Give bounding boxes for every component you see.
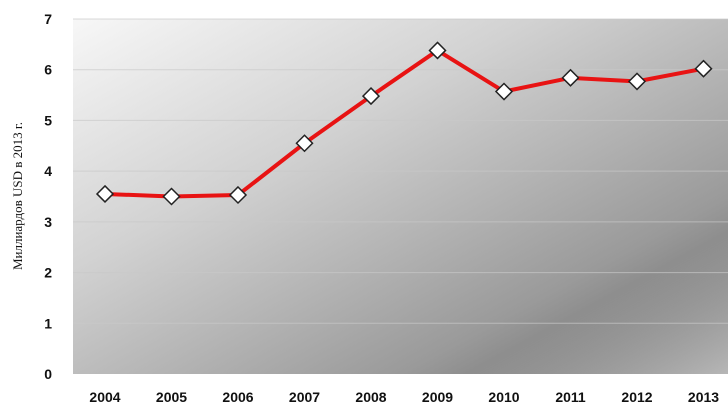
y-tick-label: 2 bbox=[44, 265, 52, 281]
data-point-2009 bbox=[428, 41, 447, 60]
series-line bbox=[103, 48, 706, 199]
x-tick-label: 2005 bbox=[156, 389, 187, 405]
y-tick-label: 0 bbox=[44, 366, 52, 382]
data-point-2013 bbox=[694, 59, 713, 78]
x-tick-label: 2010 bbox=[488, 389, 519, 405]
x-tick-label: 2007 bbox=[289, 389, 320, 405]
y-tick-label: 4 bbox=[44, 163, 52, 179]
series-group bbox=[95, 41, 713, 206]
data-point-2007 bbox=[295, 134, 314, 153]
x-tick-label: 2008 bbox=[355, 389, 386, 405]
data-point-2006 bbox=[228, 185, 248, 205]
x-tick-label: 2012 bbox=[621, 389, 652, 405]
data-point-2012 bbox=[627, 72, 647, 91]
data-point-2004 bbox=[95, 184, 115, 204]
y-tick-labels: 0 1 2 3 4 5 6 7 bbox=[44, 11, 52, 382]
data-point-2011 bbox=[561, 68, 580, 87]
x-tick-label: 2006 bbox=[222, 389, 253, 405]
x-tick-label: 2013 bbox=[688, 389, 719, 405]
y-tick-label: 7 bbox=[44, 11, 52, 27]
y-tick-label: 3 bbox=[44, 214, 52, 230]
y-tick-label: 5 bbox=[44, 112, 52, 128]
x-tick-label: 2011 bbox=[555, 389, 586, 405]
data-point-2010 bbox=[494, 82, 514, 101]
y-tick-label: 6 bbox=[44, 62, 52, 78]
x-tick-label: 2004 bbox=[89, 389, 120, 405]
x-tick-label: 2009 bbox=[422, 389, 453, 405]
gridlines bbox=[73, 18, 728, 324]
y-axis-title: Миллиардов USD в 2013 г. bbox=[10, 122, 25, 270]
x-tick-labels: 2004 2005 2006 2007 2008 2009 2010 2011 2012 2013 bbox=[89, 389, 719, 405]
data-point-2008 bbox=[361, 87, 381, 106]
y-tick-label: 1 bbox=[44, 315, 52, 331]
data-point-2005 bbox=[162, 187, 181, 206]
